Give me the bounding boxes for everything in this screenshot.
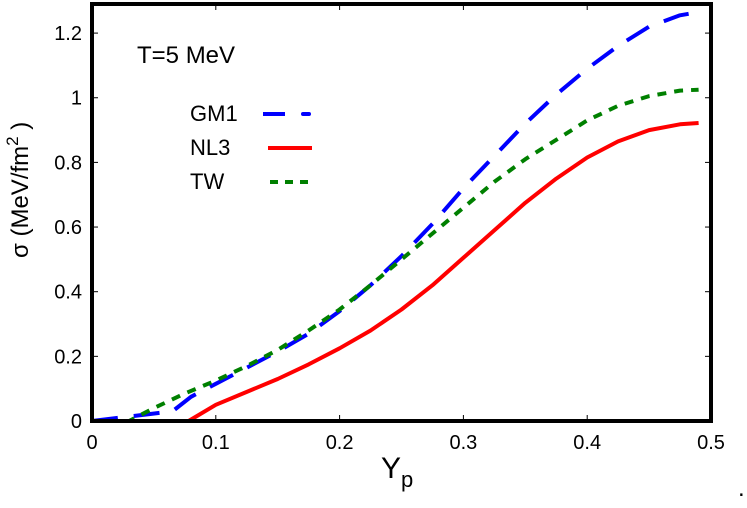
y-tick-label: 0 xyxy=(71,411,82,433)
svg-text:σ (MeV/fm2 ): σ (MeV/fm2 ) xyxy=(3,122,34,258)
y-tick-label: 1 xyxy=(71,88,82,110)
y-tick-label: 0.8 xyxy=(54,152,82,174)
x-tick-label: 0.1 xyxy=(202,432,230,454)
annotation-temperature: T=5 MeV xyxy=(137,42,235,69)
legend-label-nl3: NL3 xyxy=(190,135,230,160)
legend-label-tw: TW xyxy=(190,169,224,194)
plot-lines xyxy=(91,10,699,423)
x-tick-label: 0.5 xyxy=(697,432,725,454)
axis-ticks: 0 0.1 0.2 0.3 0.4 0.5 0 0.2 0.4 0.6 0.8 1 1.2 xyxy=(54,4,725,454)
plot-frame xyxy=(90,2,713,423)
series-line-nl3 xyxy=(92,121,699,423)
y-tick-label: 1.2 xyxy=(54,23,82,45)
y-tick-label: 0.6 xyxy=(54,217,82,239)
y-tick-label: 0.4 xyxy=(54,282,82,304)
y-axis-label: σ (MeV/fm2 ) xyxy=(3,122,34,258)
legend-label-gm1: GM1 xyxy=(190,101,238,126)
svg-text:Yp: Yp xyxy=(381,452,413,492)
trailing-period: . xyxy=(738,475,745,502)
series-line-tw xyxy=(92,87,699,423)
series-line-gm1 xyxy=(91,10,699,423)
x-tick-label: 0.4 xyxy=(573,432,601,454)
legend: GM1 NL3 TW xyxy=(190,101,314,194)
x-axis-label: Yp xyxy=(381,452,413,492)
x-tick-label: 0.3 xyxy=(449,432,477,454)
x-tick-label: 0.2 xyxy=(326,432,354,454)
y-tick-label: 0.2 xyxy=(54,346,82,368)
x-tick-label: 0 xyxy=(86,432,97,454)
